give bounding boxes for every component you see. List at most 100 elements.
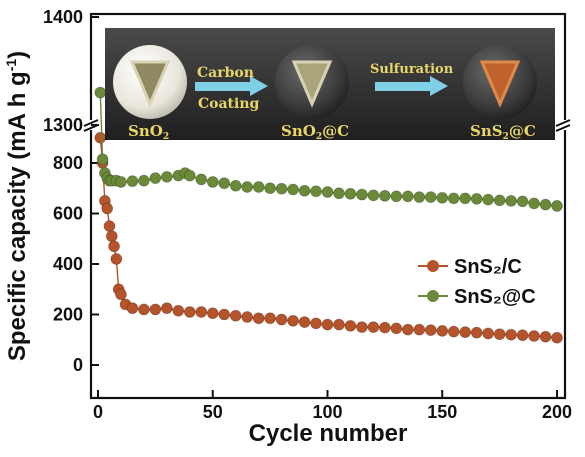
data-point	[218, 308, 231, 321]
legend-label-sns2-at-c: SnS₂@C	[454, 286, 536, 308]
x-tick-label: 0	[93, 402, 103, 422]
data-point	[172, 304, 185, 317]
data-point	[275, 182, 288, 195]
data-point	[356, 188, 368, 201]
data-point	[493, 194, 506, 207]
data-point	[241, 181, 254, 193]
data-point	[108, 240, 120, 253]
sphere-sns2-c	[463, 45, 537, 119]
data-point	[229, 179, 242, 192]
data-point	[390, 190, 403, 203]
sphere-label-sno2: SnO2	[128, 122, 169, 142]
axis-break-right	[555, 119, 571, 132]
data-point	[424, 324, 437, 337]
data-point	[344, 319, 357, 332]
data-point	[105, 230, 118, 243]
data-point	[287, 183, 299, 196]
data-point	[96, 153, 109, 166]
step1-label-line2: Coating	[198, 96, 260, 112]
data-point	[321, 318, 334, 331]
data-point	[149, 172, 162, 185]
data-point	[447, 325, 460, 338]
data-point	[229, 309, 242, 322]
y-tick-label: 600	[53, 204, 83, 224]
data-point	[447, 192, 460, 205]
legend-entry-sns2-at-c: SnS₂@C	[418, 286, 536, 308]
data-point	[103, 220, 116, 233]
data-point	[115, 288, 127, 301]
data-point	[252, 312, 265, 325]
data-point	[126, 175, 139, 188]
y-tick-label: 0	[73, 355, 83, 375]
sphere-sno2-c	[275, 45, 349, 119]
data-point	[367, 321, 380, 334]
data-point	[101, 202, 114, 215]
data-point	[218, 177, 231, 190]
data-point	[539, 198, 552, 211]
data-point	[470, 326, 483, 339]
data-point	[298, 316, 311, 328]
y-tick-label: 400	[53, 254, 83, 274]
data-point	[126, 302, 139, 315]
step2-label: Sulfuration	[370, 62, 454, 77]
x-tick-label: 50	[203, 402, 223, 422]
data-point	[310, 185, 322, 198]
data-point	[459, 192, 472, 205]
data-point	[436, 325, 449, 337]
inset-schematic: Carbon Coating Sulfuration SnO2 SnO2@C S…	[105, 28, 555, 142]
data-point	[264, 312, 277, 325]
legend-entry-sns2-c: SnS₂/C	[418, 256, 522, 278]
data-point	[287, 314, 299, 327]
data-point	[493, 328, 506, 341]
data-point	[160, 170, 173, 183]
data-point	[482, 193, 495, 206]
y-axis-title: Specific capacity (mA h g-1)	[3, 51, 31, 361]
data-point	[298, 184, 311, 197]
data-point	[183, 306, 196, 318]
data-point	[516, 329, 529, 342]
data-point	[241, 311, 254, 323]
arrow-sulfuration	[375, 76, 448, 96]
data-point	[183, 169, 196, 182]
data-point	[310, 317, 322, 330]
data-point	[459, 326, 472, 339]
series-0	[94, 131, 563, 344]
y-tick-label-upper: 1300	[43, 115, 83, 135]
data-point	[356, 321, 368, 334]
data-point	[516, 195, 529, 208]
data-point	[539, 330, 552, 343]
data-point	[413, 191, 426, 203]
sphere-label-sns2-c: SnS2@C	[470, 122, 536, 142]
x-tick-label: 200	[542, 402, 572, 422]
series-1	[94, 86, 563, 212]
data-point	[436, 191, 449, 204]
data-point	[528, 197, 540, 210]
data-point	[470, 192, 483, 205]
data-point	[110, 253, 123, 265]
data-point	[94, 86, 107, 99]
data-point	[195, 306, 208, 318]
sphere-sno2	[113, 45, 187, 119]
data-point	[264, 182, 277, 195]
data-point	[321, 186, 334, 198]
y-tick-label: 200	[53, 305, 83, 325]
data-point	[137, 303, 150, 316]
sphere-label-sno2-c: SnO2@C	[281, 122, 349, 142]
data-point	[378, 189, 391, 202]
data-point	[149, 303, 162, 316]
data-point	[206, 176, 219, 188]
data-point	[505, 194, 518, 207]
data-point	[333, 318, 345, 331]
data-point	[275, 313, 288, 326]
legend-label-sns2-c: SnS₂/C	[454, 256, 522, 278]
data-point	[551, 200, 563, 212]
data-point	[413, 323, 426, 336]
series-layer	[94, 86, 563, 344]
x-axis-title: Cycle number	[249, 420, 408, 447]
x-tick-label: 100	[312, 402, 342, 422]
ticks: 0 50 100 150 200 0 200 400 600 800 1300 1400	[43, 7, 572, 422]
data-point	[367, 189, 380, 202]
y-tick-label-upper: 1400	[43, 7, 83, 27]
data-point	[424, 191, 437, 203]
